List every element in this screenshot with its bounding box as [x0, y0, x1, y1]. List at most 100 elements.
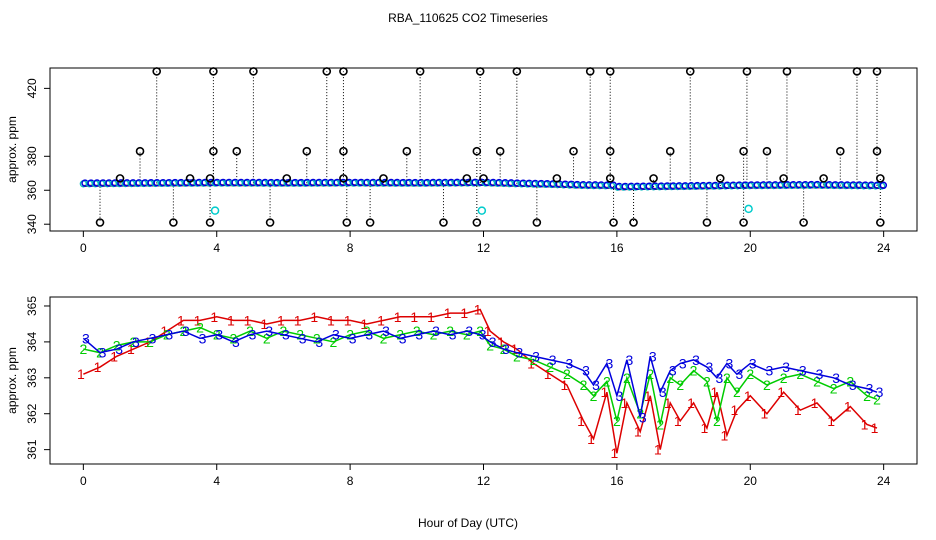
bottom-series-3-marker: 3 — [115, 341, 123, 357]
top-spike-point — [185, 174, 195, 183]
bottom-series-2-marker: 2 — [79, 341, 87, 357]
bottom-series-1-marker: 1 — [577, 413, 585, 429]
bottom-series-3-marker: 3 — [832, 370, 840, 386]
bottom-x-tick-label: 8 — [347, 474, 354, 488]
top-y-tick-label: 420 — [25, 78, 39, 98]
top-spike-point — [339, 174, 348, 183]
bottom-series-3-marker: 3 — [515, 345, 523, 361]
bottom-series-3-marker: 3 — [639, 409, 647, 425]
bottom-series-1-marker: 1 — [687, 395, 695, 411]
bottom-series-2-marker: 2 — [623, 370, 631, 386]
bottom-series-1-marker: 1 — [377, 312, 385, 328]
bottom-series-3-marker: 3 — [232, 334, 240, 350]
bottom-series-2-marker: 2 — [830, 381, 838, 397]
bottom-series-2-marker: 2 — [613, 413, 621, 429]
bottom-series-1-marker: 1 — [444, 305, 452, 321]
bottom-series-3-marker: 3 — [282, 327, 290, 343]
bottom-series-1-marker: 1 — [194, 312, 202, 328]
bottom-series-1-marker: 1 — [600, 384, 608, 400]
top-blue-point — [879, 181, 888, 190]
bottom-series-1-marker: 1 — [77, 366, 85, 382]
bottom-series-3-marker: 3 — [706, 359, 714, 375]
top-spike-point — [209, 146, 218, 156]
bottom-series-2-marker: 2 — [703, 373, 711, 389]
bottom-series-3-marker: 3 — [605, 355, 613, 371]
top-spike-point — [876, 174, 885, 183]
bottom-series-3-marker: 3 — [399, 330, 407, 346]
bottom-y-axis-label: approx. ppm — [5, 347, 19, 414]
bottom-series-3-marker: 3 — [182, 323, 190, 339]
bottom-series-1-marker: 1 — [664, 395, 672, 411]
bottom-series-2-marker: 2 — [113, 337, 121, 353]
top-spike-point — [799, 218, 808, 227]
bottom-series-1-marker: 1 — [744, 388, 752, 404]
top-spike-point — [872, 67, 882, 76]
top-x-tick-label: 24 — [877, 241, 891, 255]
top-spike-point — [402, 146, 412, 156]
top-x-tick-label: 16 — [610, 241, 624, 255]
top-spike-point — [415, 67, 425, 76]
bottom-series-1-marker: 1 — [861, 416, 869, 432]
top-spike-point — [876, 218, 885, 227]
bottom-series-1-marker: 1 — [497, 334, 505, 350]
bottom-series-3-marker: 3 — [625, 352, 633, 368]
bottom-series-3-marker: 3 — [799, 363, 807, 379]
bottom-series-1-marker: 1 — [811, 395, 819, 411]
bottom-series-1-marker: 1 — [644, 388, 652, 404]
bottom-series-1-marker: 1 — [227, 312, 235, 328]
top-spike-point — [339, 67, 348, 76]
bottom-series-3-marker: 3 — [679, 355, 687, 371]
top-spike-point — [472, 146, 482, 156]
bottom-series-2-line — [83, 326, 878, 425]
top-cyan-outlier-point — [210, 206, 220, 215]
bottom-series-3-marker: 3 — [726, 355, 734, 371]
bottom-y-tick-label: 363 — [25, 367, 39, 387]
bottom-x-tick-label: 24 — [877, 474, 891, 488]
top-x-tick-label: 12 — [477, 241, 491, 255]
bottom-series-2-marker: 2 — [646, 366, 654, 382]
bottom-series-2-marker: 2 — [246, 323, 254, 339]
bottom-series-2-marker: 2 — [146, 334, 154, 350]
bottom-series-1-marker: 1 — [634, 424, 642, 440]
bottom-series-3-marker: 3 — [465, 323, 473, 339]
bottom-series-3-marker: 3 — [766, 363, 774, 379]
bottom-series-1-marker: 1 — [210, 309, 218, 325]
top-cyan-outlier-point — [477, 206, 487, 215]
top-y-tick-label: 380 — [25, 146, 39, 166]
top-spike-point — [379, 174, 388, 183]
bottom-series-1-marker: 1 — [110, 348, 118, 364]
bottom-series-2-marker: 2 — [476, 323, 484, 339]
top-spike-point — [605, 67, 615, 76]
top-x-tick-label: 8 — [347, 241, 354, 255]
top-x-tick-label: 20 — [744, 241, 758, 255]
top-spike-point — [462, 174, 472, 183]
top-y-tick-label: 360 — [25, 180, 39, 200]
top-spike-point — [852, 67, 862, 76]
top-spike-point — [95, 218, 105, 227]
top-spike-point — [135, 146, 145, 156]
top-spike-point — [152, 67, 162, 76]
bottom-y-tick-label: 365 — [25, 296, 39, 316]
bottom-series-1-marker: 1 — [394, 309, 402, 325]
bottom-series-1-marker: 1 — [484, 323, 492, 339]
bottom-series-3-marker: 3 — [849, 377, 857, 393]
bottom-series-3-marker: 3 — [415, 327, 423, 343]
bottom-series-3-marker: 3 — [565, 355, 573, 371]
top-spike-point — [779, 174, 788, 183]
bottom-series-1-marker: 1 — [711, 384, 719, 400]
bottom-y-tick-label: 361 — [25, 439, 39, 459]
top-spike-point — [739, 146, 748, 156]
top-spike-point — [872, 146, 882, 156]
bottom-series-3-marker: 3 — [349, 330, 357, 346]
bottom-series-3-marker: 3 — [249, 327, 257, 343]
bottom-x-tick-label: 4 — [213, 474, 220, 488]
bottom-series-2-marker: 2 — [380, 330, 388, 346]
bottom-series-2-marker: 2 — [690, 363, 698, 379]
bottom-x-tick-label: 20 — [744, 474, 758, 488]
bottom-series-1-marker: 1 — [260, 316, 268, 332]
bottom-series-2-marker: 2 — [746, 366, 754, 382]
bottom-series-3-marker: 3 — [149, 330, 157, 346]
bottom-series-2-marker: 2 — [546, 359, 554, 375]
bottom-series-2-marker: 2 — [346, 327, 354, 343]
bottom-series-2-marker: 2 — [280, 323, 288, 339]
